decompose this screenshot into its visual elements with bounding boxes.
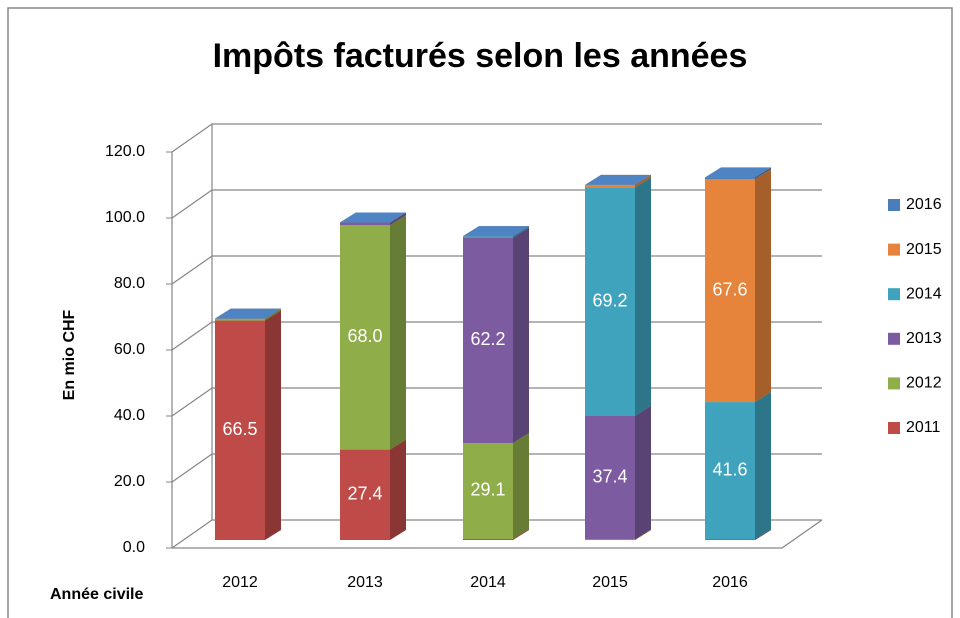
bar-side [755, 167, 771, 179]
value-label: 67.6 [712, 279, 747, 299]
y-tick-label: 80.0 [114, 275, 145, 292]
bar-segment [340, 222, 390, 226]
legend-swatch [888, 377, 900, 390]
bar-side [635, 174, 651, 188]
legend-label: 2015 [906, 241, 942, 258]
chart-border [7, 7, 953, 618]
value-label: 29.1 [470, 480, 505, 500]
bar-side [513, 529, 529, 540]
x-tick-label: 2014 [470, 574, 506, 591]
bar-side [513, 432, 529, 540]
y-tick-label: 0.0 [123, 539, 145, 556]
bar-segment [463, 237, 513, 443]
bar-segment [705, 402, 755, 540]
bar-side [755, 529, 771, 540]
bar-top [585, 174, 651, 185]
y-tick-label: 40.0 [114, 407, 145, 424]
y-axis-title: En mio CHF [61, 309, 78, 400]
legend-swatch [888, 243, 900, 256]
bar-segment [340, 449, 390, 540]
value-label: 37.4 [592, 466, 627, 486]
legend-swatch [888, 288, 900, 301]
grid-line [171, 123, 822, 153]
bar-side [755, 392, 771, 540]
bar-top [215, 308, 281, 319]
bar-side [513, 227, 529, 443]
bar-side [635, 405, 651, 540]
bar-segment [463, 236, 513, 238]
bar-segment [463, 442, 513, 540]
value-label: 41.6 [712, 459, 747, 479]
value-label: 66.5 [222, 419, 257, 439]
bar-segment [340, 225, 390, 450]
bar-segment [705, 177, 755, 179]
bar-side [513, 226, 529, 238]
legend-swatch [888, 199, 900, 211]
bar-side [390, 439, 406, 540]
bar-segment [705, 178, 755, 403]
legend-label: 2013 [906, 330, 942, 347]
x-tick-label: 2015 [592, 574, 628, 591]
bar-side [635, 177, 651, 416]
value-label: 68.0 [347, 326, 382, 346]
bar-segment [585, 539, 635, 540]
legend-label: 2014 [906, 285, 942, 302]
x-tick-label: 2013 [347, 574, 383, 591]
y-tick-label: 120.0 [105, 143, 145, 160]
bar-top [463, 226, 529, 237]
bar-side [390, 212, 406, 226]
bar-side [265, 310, 281, 540]
bar-side [390, 215, 406, 450]
x-axis-title: Année civile [50, 586, 143, 603]
legend-label: 2012 [906, 375, 942, 392]
bar-segment [215, 318, 265, 321]
bar-segment [585, 187, 635, 416]
legend-label: 2016 [906, 196, 942, 213]
value-label: 69.2 [592, 290, 627, 310]
legend-swatch [888, 332, 900, 345]
legend-swatch [888, 422, 900, 434]
x-tick-label: 2016 [712, 574, 748, 591]
value-label: 27.4 [347, 484, 382, 504]
value-label: 62.2 [470, 329, 505, 349]
bar-side [755, 168, 771, 403]
floor-edge [172, 519, 823, 549]
bar-side [635, 529, 651, 540]
y-tick-label: 60.0 [114, 341, 145, 358]
bar-side [265, 308, 281, 321]
chart-title: Impôts facturés selon les années [213, 37, 748, 75]
bar-segment [585, 184, 635, 188]
bar-segment [215, 320, 265, 540]
bar-segment [585, 415, 635, 540]
y-tick-label: 20.0 [114, 473, 145, 490]
legend-label: 2011 [906, 419, 941, 436]
bar-segment [463, 539, 513, 540]
y-tick-label: 100.0 [105, 209, 145, 226]
bar-top [340, 212, 406, 223]
bar-top [705, 167, 771, 178]
x-tick-label: 2012 [222, 574, 258, 591]
bar-segment [705, 539, 755, 540]
